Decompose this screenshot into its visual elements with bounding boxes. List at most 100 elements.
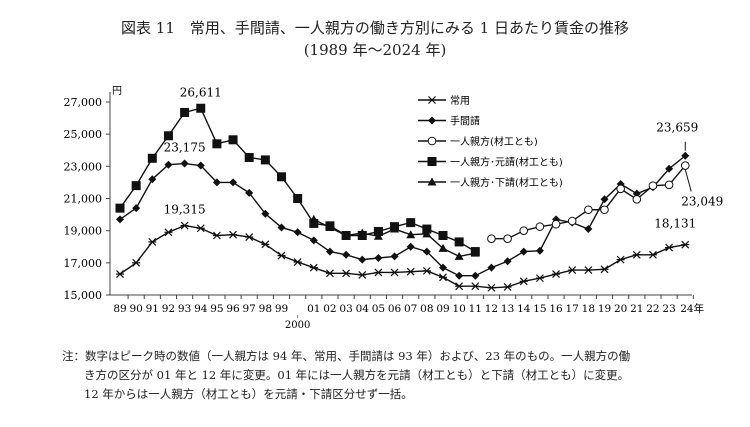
series-jouyou-point (358, 270, 367, 279)
series-jouyou-point (471, 282, 480, 291)
legend-label: 一人親方･元請(材工とも) (450, 156, 563, 169)
series-jouyou-point (245, 233, 254, 242)
series-jouyou-point (116, 270, 124, 279)
series-hitorioyakata-shitauke-point (470, 248, 480, 257)
data-label: 23,049 (681, 195, 723, 209)
series-temauke-point (342, 250, 351, 259)
data-label: 23,175 (164, 141, 206, 155)
y-tick-label: 23,000 (64, 160, 103, 173)
series-hitorioyakata-shitauke-point (373, 231, 383, 240)
series-jouyou-point (180, 221, 189, 230)
legend-label: 常用 (450, 94, 470, 107)
series-hitorioyakata-point (584, 205, 593, 215)
series-jouyou-point (584, 266, 593, 274)
series-hitorioyakata-motouke-point (131, 181, 141, 191)
legend-label: 一人親方(材工とも) (450, 135, 538, 148)
legend-marker (427, 177, 437, 186)
series-jouyou-point (503, 283, 512, 291)
x-tick-label: 07 (404, 303, 417, 315)
x-tick-label: 06 (388, 303, 402, 315)
series-hitorioyakata-motouke-point (147, 153, 157, 163)
x-tick-label: 95 (210, 303, 223, 315)
legend-label: 手間請 (450, 115, 480, 128)
series-temauke-point (374, 254, 383, 263)
series-temauke-point (229, 178, 238, 187)
series-hitorioyakata-motouke-point (115, 203, 125, 213)
x-tick-label: 05 (372, 303, 385, 315)
series-hitorioyakata-motouke-point (196, 103, 206, 113)
series-jouyou-point (519, 277, 528, 286)
series-jouyou-point (196, 224, 205, 233)
series-jouyou-point (406, 267, 415, 276)
x-tick-label: 01 (307, 303, 320, 315)
series-temauke-point (277, 223, 286, 232)
series-hitorioyakata-shitauke-point (341, 230, 351, 239)
series-temauke-line (119, 155, 686, 277)
legend-marker (428, 96, 436, 104)
series-temauke-point (116, 215, 124, 224)
series-jouyou-point (535, 274, 544, 283)
series-temauke-point (503, 257, 512, 266)
series-hitorioyakata-motouke-point (260, 155, 270, 165)
note-line-3: 12 年からは一人親方（材工とも）を元請・下請区分せず一括。 (84, 387, 413, 401)
series-jouyou-point (552, 270, 561, 279)
x-tick-label: 21 (630, 303, 643, 315)
series-jouyou-point (632, 250, 641, 259)
series-hitorioyakata-point (680, 161, 690, 170)
y-tick-label: 25,000 (64, 128, 103, 141)
series-temauke-point (439, 263, 447, 272)
series-jouyou-point (342, 269, 351, 278)
x-tick-label: 12 (485, 303, 498, 315)
series-hitorioyakata-motouke-point (406, 218, 416, 228)
y-tick-label: 21,000 (64, 193, 103, 206)
x-tick-label: 98 (259, 303, 272, 315)
series-jouyou-point (277, 251, 286, 260)
legend-label: 一人親方･下請(材工とも) (450, 176, 563, 189)
y-tick-label: 17,000 (64, 257, 103, 270)
series-jouyou-point (568, 266, 577, 274)
series-temauke-point (406, 242, 415, 251)
x-tick-label: 97 (243, 303, 256, 315)
series-hitorioyakata-motouke-point (293, 194, 303, 203)
series-temauke-point (245, 188, 254, 197)
note-line-1: 注：数字はピーク時の数値（一人親方は 94 年、常用、手間請は 93 年）および… (62, 349, 631, 363)
data-label: 19,315 (164, 203, 206, 217)
data-label: 26,611 (180, 85, 222, 99)
series-hitorioyakata-shitauke-point (438, 243, 448, 252)
x-tick-label: 09 (436, 303, 449, 315)
data-label-leader (684, 169, 692, 192)
series-jouyou-point (309, 263, 318, 272)
series-jouyou-point (455, 282, 464, 291)
series-temauke-point (293, 228, 302, 237)
series-temauke-point (584, 225, 593, 234)
x-tick-label: 17 (566, 303, 579, 315)
x-tick-label: 13 (501, 303, 514, 315)
series-temauke-point (665, 164, 674, 173)
series-jouyou-point (648, 250, 657, 259)
series-jouyou-point (681, 240, 690, 249)
x-tick-label: 15 (533, 303, 546, 315)
x-tick-label: 96 (226, 303, 240, 315)
series-hitorioyakata-motouke-point (163, 131, 173, 141)
series-hitorioyakata-shitauke-point (325, 222, 335, 231)
x-tick-label: 91 (146, 303, 159, 315)
legend-marker (427, 157, 437, 166)
series-jouyou-point (212, 231, 221, 240)
x-tick-label: 24年 (680, 302, 704, 315)
chart-subtitle: (1989 年～2024 年) (303, 41, 447, 59)
series-temauke-point (390, 252, 399, 261)
x-tick-label: 99 (275, 303, 288, 315)
series-temauke-point (455, 271, 464, 280)
series-hitorioyakata-point (519, 226, 529, 235)
series-jouyou-point (600, 265, 609, 274)
series-hitorioyakata-point (567, 216, 577, 226)
series-hitorioyakata-point (664, 180, 674, 190)
series-hitorioyakata-motouke-point (309, 218, 319, 228)
series-temauke-point (164, 160, 173, 169)
series-hitorioyakata-shitauke-point (357, 228, 367, 237)
series-jouyou-point (422, 266, 431, 275)
series-jouyou-point (439, 273, 447, 282)
series-jouyou-point (325, 269, 334, 278)
x-tick-label: 18 (582, 303, 595, 315)
series-hitorioyakata-point (535, 222, 545, 231)
